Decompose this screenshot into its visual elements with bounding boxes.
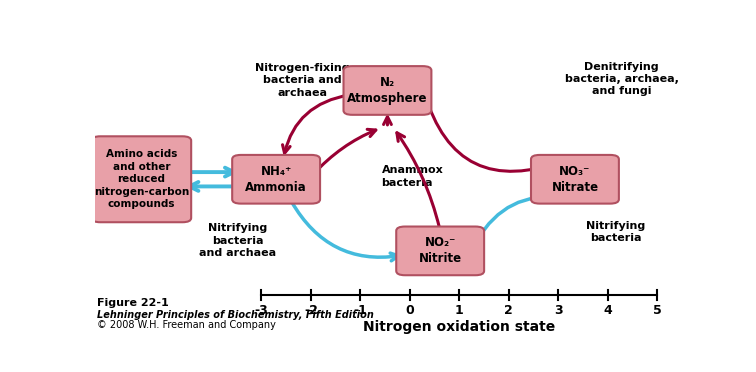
Text: NH₄⁺
Ammonia: NH₄⁺ Ammonia (245, 165, 307, 194)
Text: Nitrifying
bacteria
and archaea: Nitrifying bacteria and archaea (200, 224, 277, 258)
Text: 2: 2 (504, 304, 513, 317)
FancyBboxPatch shape (232, 155, 320, 203)
Text: Nitrifying
bacteria: Nitrifying bacteria (587, 221, 646, 243)
Text: 1: 1 (455, 304, 463, 317)
Text: Lehninger Principles of Biochemistry, Fifth Edition: Lehninger Principles of Biochemistry, Fi… (98, 310, 374, 320)
Text: © 2008 W.H. Freeman and Company: © 2008 W.H. Freeman and Company (98, 320, 276, 330)
Text: -2: -2 (304, 304, 318, 317)
FancyBboxPatch shape (396, 227, 484, 275)
Text: -3: -3 (255, 304, 268, 317)
Text: 3: 3 (554, 304, 562, 317)
Text: Nitrogen-fixing
bacteria and
archaea: Nitrogen-fixing bacteria and archaea (256, 63, 350, 98)
FancyBboxPatch shape (343, 66, 432, 115)
Text: 4: 4 (603, 304, 612, 317)
Text: Nitrogen oxidation state: Nitrogen oxidation state (363, 320, 556, 334)
Text: NO₃⁻
Nitrate: NO₃⁻ Nitrate (551, 165, 599, 194)
Text: Figure 22-1: Figure 22-1 (98, 298, 169, 308)
Text: -1: -1 (353, 304, 367, 317)
Text: 0: 0 (405, 304, 414, 317)
FancyBboxPatch shape (531, 155, 619, 203)
FancyBboxPatch shape (91, 136, 191, 222)
Text: 5: 5 (652, 304, 662, 317)
Text: N₂
Atmosphere: N₂ Atmosphere (347, 76, 428, 105)
Text: NO₂⁻
Nitrite: NO₂⁻ Nitrite (419, 236, 462, 265)
Text: Anammox
bacteria: Anammox bacteria (382, 165, 443, 187)
Text: Amino acids
and other
reduced
nitrogen-carbon
compounds: Amino acids and other reduced nitrogen-c… (94, 150, 189, 209)
Text: Denitrifying
bacteria, archaea,
and fungi: Denitrifying bacteria, archaea, and fung… (565, 62, 679, 96)
